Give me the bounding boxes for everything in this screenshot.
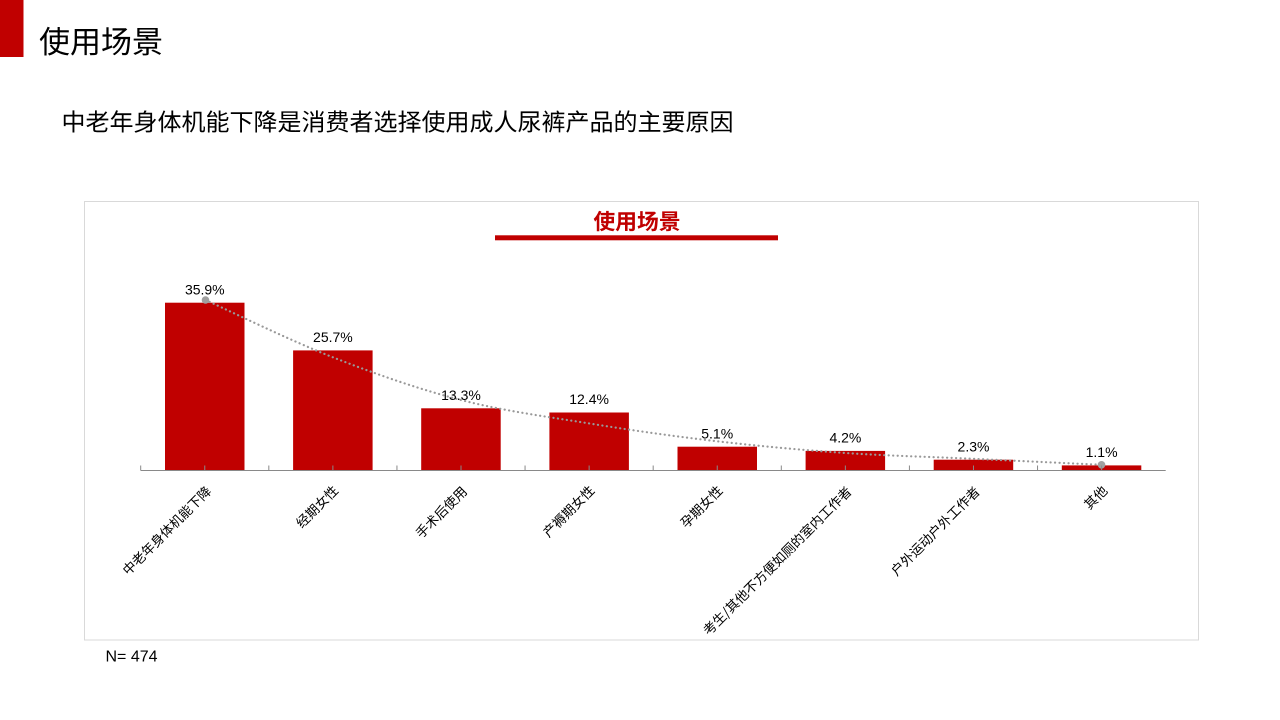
svg-text:1.1%: 1.1% [1086,444,1118,460]
svg-text:12.4%: 12.4% [569,391,609,407]
svg-text:25.7%: 25.7% [313,329,353,345]
svg-text:4.2%: 4.2% [829,430,861,446]
svg-text:2.3%: 2.3% [958,438,990,454]
svg-text:13.3%: 13.3% [441,387,481,403]
svg-text:N= 474: N= 474 [106,649,158,666]
svg-text:35.9%: 35.9% [185,281,225,297]
svg-text:5.1%: 5.1% [701,425,733,441]
